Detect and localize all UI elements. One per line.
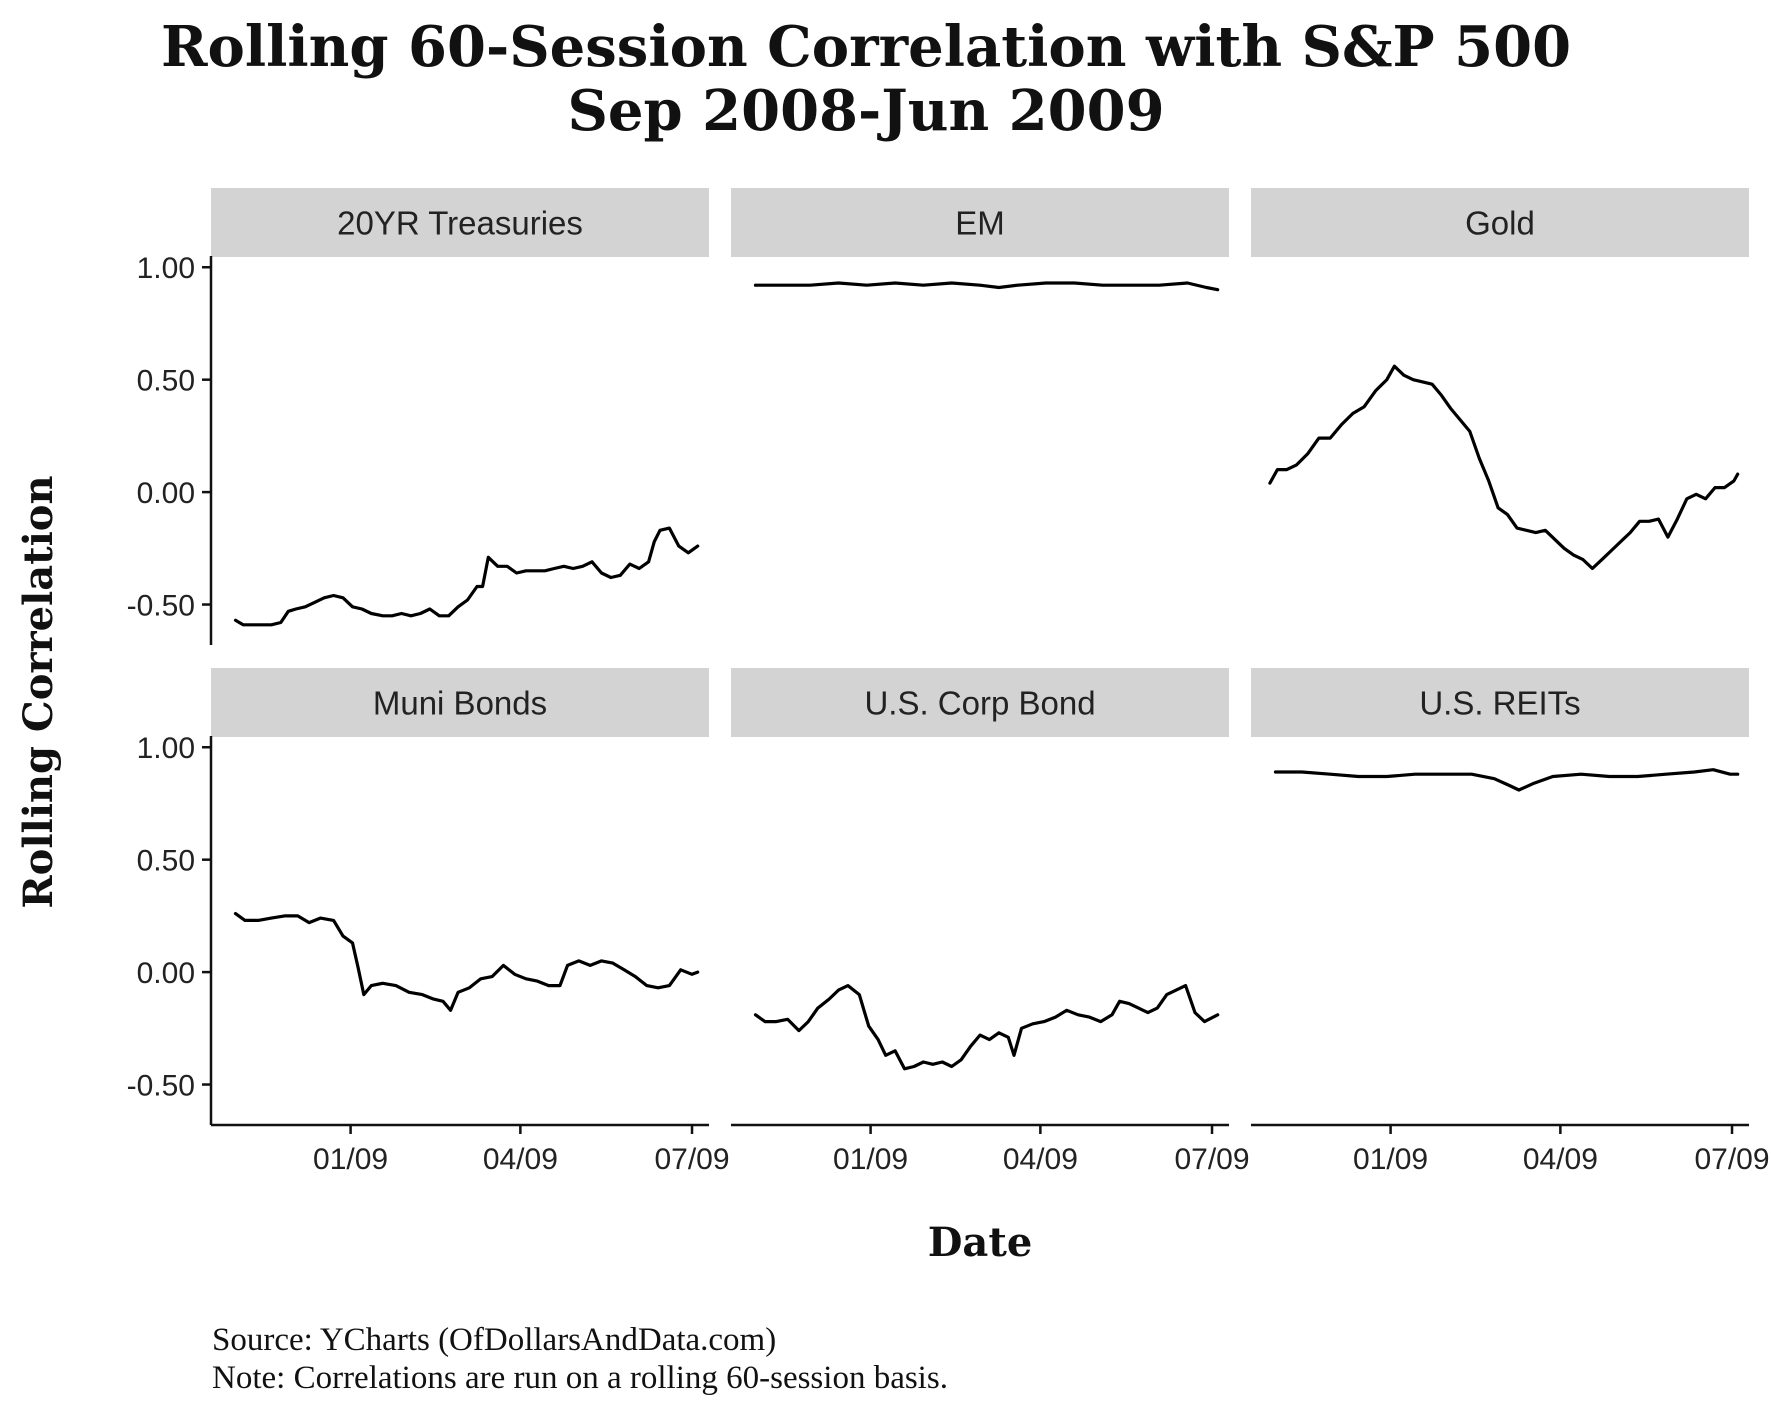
series-line-gold <box>1268 364 1740 571</box>
y-tick-label: 0.50 <box>137 365 195 398</box>
x-axis-title: Date <box>928 1219 1033 1266</box>
facet-strip-label: Gold <box>1465 205 1535 242</box>
facet-strip-label: Muni Bonds <box>373 685 547 722</box>
facet-grid: 20YR Treasuries 1.00 0.50 0.00 -0.50 EM Gold Mu… <box>127 188 1770 1176</box>
facet-strip-label: EM <box>955 205 1005 242</box>
y-tick-label: -0.50 <box>127 1070 195 1103</box>
facet-muni-bonds: Muni Bonds 1.00 0.50 0.00 -0.50 01/09 04/09 07/… <box>127 668 730 1176</box>
y-tick-label: 0.00 <box>137 957 195 990</box>
x-tick-label: 04/09 <box>483 1143 558 1176</box>
facet-strip-label: U.S. REITs <box>1419 685 1580 722</box>
chart-title-line-1: Rolling 60-Session Correlation with S&P … <box>161 14 1571 80</box>
x-tick-label: 01/09 <box>833 1143 908 1176</box>
facet-strip <box>211 188 709 257</box>
caption-source: Source: YCharts (OfDollarsAndData.com) <box>212 1322 776 1358</box>
facet-strip-label: 20YR Treasuries <box>337 205 583 242</box>
x-tick-label: 04/09 <box>1003 1143 1078 1176</box>
chart-title-line-2: Sep 2008-Jun 2009 <box>567 78 1164 144</box>
series-line-u-s-reits <box>1273 768 1740 792</box>
y-tick-label: 1.00 <box>137 252 195 285</box>
y-axis-title: Rolling Correlation <box>15 475 62 908</box>
x-tick-label: 01/09 <box>313 1143 388 1176</box>
x-tick-label: 07/09 <box>1694 1143 1769 1176</box>
facet-em: EM <box>731 188 1229 292</box>
y-tick-label: 1.00 <box>137 732 195 765</box>
x-tick-label: 07/09 <box>1174 1143 1249 1176</box>
facet-strip-label: U.S. Corp Bond <box>864 685 1095 722</box>
y-tick-label: 0.00 <box>137 477 195 510</box>
series-line-em <box>753 281 1220 292</box>
x-tick-label: 07/09 <box>654 1143 729 1176</box>
facet-strip <box>1251 668 1749 737</box>
facet-strip <box>731 668 1229 737</box>
y-tick-label: 0.50 <box>137 845 195 878</box>
series-line-muni-bonds <box>233 912 700 1012</box>
x-tick-label: 01/09 <box>1353 1143 1428 1176</box>
series-line-20yr-treasuries <box>233 526 700 627</box>
facet-strip <box>731 188 1229 257</box>
series-line-u-s-corp-bond <box>753 984 1220 1071</box>
facet-u-s-corp-bond: U.S. Corp Bond 01/09 04/09 07/09 <box>731 668 1250 1176</box>
facet-strip <box>211 668 709 737</box>
facet-gold: Gold <box>1251 188 1749 571</box>
x-tick-label: 04/09 <box>1523 1143 1598 1176</box>
facet-strip <box>1251 188 1749 257</box>
y-tick-label: -0.50 <box>127 590 195 623</box>
caption-note: Note: Correlations are run on a rolling … <box>212 1360 948 1396</box>
facet-u-s-reits: U.S. REITs 01/09 04/09 07/09 <box>1251 668 1770 1176</box>
facet-20yr-treasuries: 20YR Treasuries 1.00 0.50 0.00 -0.50 <box>127 188 709 645</box>
